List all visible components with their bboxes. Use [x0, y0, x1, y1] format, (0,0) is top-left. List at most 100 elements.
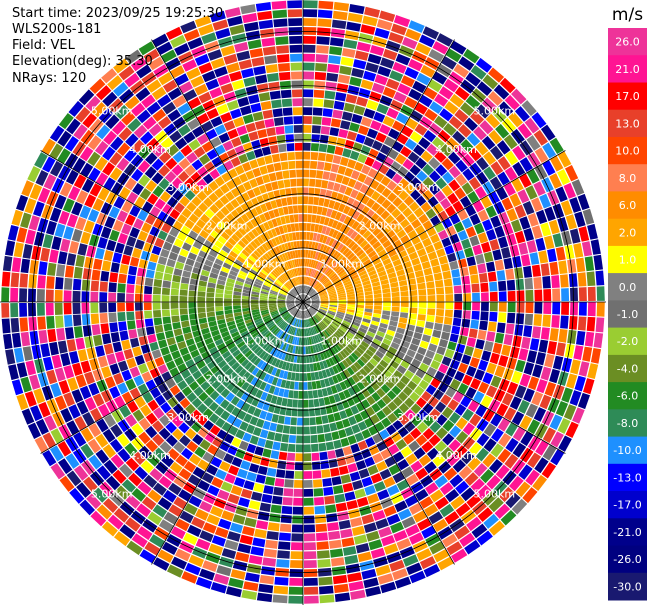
velocity-gate	[310, 327, 314, 336]
velocity-gate	[180, 20, 197, 34]
velocity-gate	[331, 356, 338, 365]
velocity-gate	[368, 444, 380, 456]
velocity-gate	[315, 54, 328, 63]
velocity-gate	[319, 361, 325, 370]
velocity-gate	[162, 389, 174, 401]
velocity-gate	[271, 357, 278, 366]
velocity-gate	[129, 227, 140, 239]
velocity-gate	[503, 334, 513, 346]
velocity-gate	[198, 91, 212, 104]
velocity-gate	[287, 296, 295, 300]
velocity-gate	[217, 235, 227, 245]
velocity-gate	[382, 239, 392, 249]
velocity-gate	[311, 134, 320, 143]
velocity-gate	[544, 353, 555, 368]
velocity-gate	[278, 532, 291, 541]
velocity-gate	[251, 294, 259, 298]
velocity-gate	[207, 444, 219, 456]
velocity-gate	[300, 258, 303, 267]
velocity-gate	[262, 557, 276, 567]
velocity-gate	[224, 354, 234, 363]
velocity-gate	[217, 489, 230, 501]
velocity-gate	[392, 337, 402, 345]
velocity-gate	[297, 310, 301, 318]
velocity-gate	[374, 421, 385, 432]
velocity-gate	[215, 306, 224, 312]
velocity-gate	[237, 324, 246, 331]
velocity-gate	[218, 132, 230, 144]
velocity-gate	[137, 267, 146, 277]
velocity-gate	[194, 446, 206, 458]
velocity-gate	[244, 336, 253, 344]
velocity-gate	[416, 183, 428, 195]
velocity-gate	[170, 526, 186, 540]
velocity-gate	[164, 468, 178, 482]
velocity-gate	[173, 475, 187, 488]
velocity-gate	[119, 264, 129, 275]
velocity-gate	[147, 193, 159, 205]
velocity-gate	[28, 274, 37, 288]
velocity-gate	[296, 355, 301, 364]
velocity-gate	[226, 320, 236, 327]
velocity-gate	[246, 563, 262, 574]
velocity-gate	[275, 568, 289, 577]
velocity-gate	[329, 294, 337, 298]
velocity-gate	[320, 302, 329, 305]
velocity-gate	[242, 292, 251, 297]
velocity-gate	[347, 304, 356, 308]
velocity-gate	[340, 324, 349, 331]
velocity-gate	[224, 298, 232, 302]
velocity-gate	[577, 193, 590, 211]
velocity-gate	[515, 278, 525, 290]
velocity-gate	[286, 303, 295, 306]
velocity-gate	[137, 526, 153, 541]
velocity-gate	[144, 277, 154, 287]
velocity-gate	[230, 569, 246, 580]
velocity-gate	[191, 516, 206, 529]
velocity-gate	[182, 353, 192, 363]
velocity-gate	[143, 294, 152, 302]
velocity-gate	[310, 426, 317, 435]
velocity-gate	[397, 459, 410, 471]
velocity-gate	[470, 378, 481, 390]
velocity-gate	[322, 108, 333, 118]
velocity-gate	[345, 285, 354, 291]
velocity-gate	[63, 365, 75, 379]
velocity-gate	[339, 410, 348, 420]
velocity-gate	[318, 290, 327, 295]
velocity-gate	[322, 318, 330, 325]
velocity-gate	[198, 23, 214, 36]
velocity-gate	[285, 261, 291, 270]
velocity-gate	[87, 438, 102, 454]
velocity-gate	[208, 543, 224, 556]
velocity-gate	[284, 215, 291, 224]
velocity-gate	[271, 99, 282, 109]
velocity-gate	[443, 78, 459, 93]
velocity-gate	[522, 201, 535, 215]
velocity-gate	[211, 329, 220, 337]
velocity-gate	[319, 351, 325, 361]
velocity-gate	[204, 355, 214, 365]
velocity-gate	[489, 176, 503, 190]
velocity-gate	[83, 220, 95, 234]
velocity-gate	[297, 319, 301, 328]
velocity-gate	[158, 519, 174, 533]
velocity-gate	[57, 251, 68, 265]
velocity-gate	[194, 15, 212, 28]
velocity-gate	[540, 222, 552, 237]
velocity-gate	[411, 257, 421, 266]
velocity-gate	[304, 267, 307, 276]
velocity-gate	[292, 288, 298, 296]
velocity-gate	[337, 511, 350, 521]
velocity-gate	[389, 219, 399, 229]
velocity-gate	[447, 192, 459, 205]
velocity-gate	[504, 150, 519, 166]
velocity-gate	[117, 419, 130, 433]
colorbar-tick-label: -13.0	[613, 471, 641, 484]
velocity-gate	[248, 463, 260, 473]
velocity-gate	[151, 86, 167, 101]
velocity-gate	[387, 249, 397, 258]
velocity-gate	[323, 317, 331, 324]
velocity-gate	[149, 206, 161, 218]
velocity-gate	[541, 177, 554, 193]
